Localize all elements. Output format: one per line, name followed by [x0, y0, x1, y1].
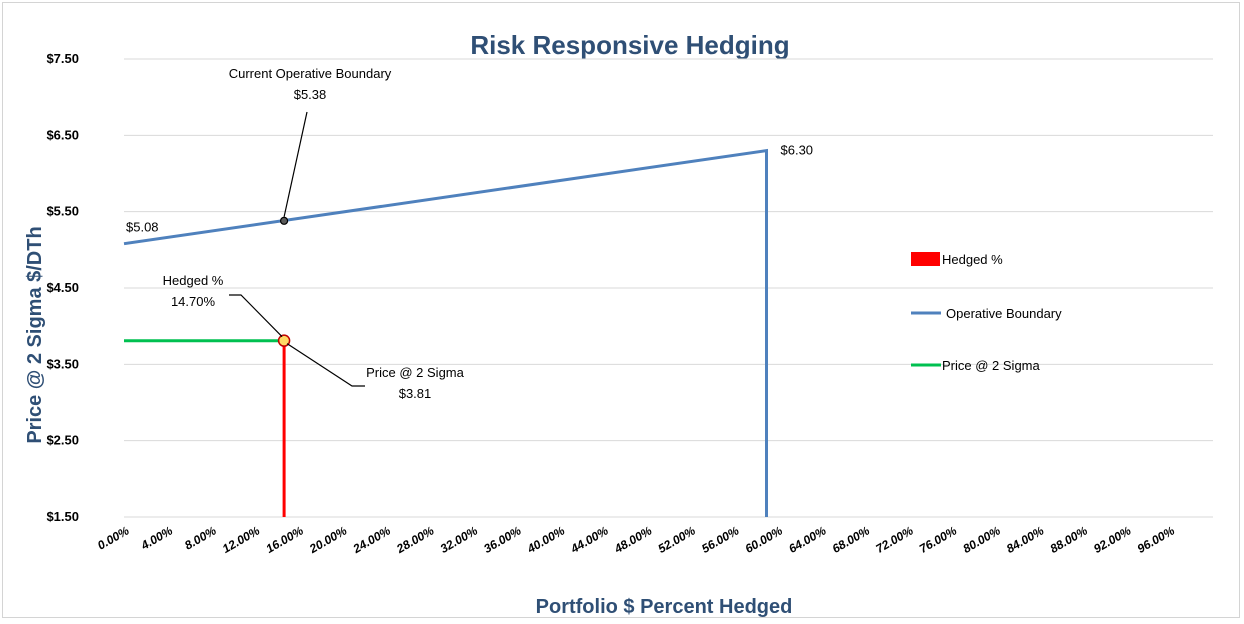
boundary-marker	[279, 216, 289, 225]
chart-title: Risk Responsive Hedging	[470, 30, 789, 60]
legend-label-operative-boundary: Operative Boundary	[946, 306, 1062, 321]
annotations: Current Operative Boundary $5.38 Hedged % 1…	[126, 66, 813, 401]
x-tick-label: 76.00%	[917, 523, 960, 556]
x-tick-label: 16.00%	[263, 523, 306, 556]
annotation-label: $5.38	[294, 87, 327, 102]
x-tick-label: 0.00%	[95, 523, 132, 552]
x-axis-title: Portfolio $ Percent Hedged	[536, 596, 793, 618]
legend-label-price-2-sigma: Price @ 2 Sigma	[942, 358, 1040, 373]
x-tick-label: 24.00%	[350, 523, 393, 556]
series-line-operative-boundary	[123, 148, 768, 517]
x-tick-label: 20.00%	[306, 523, 349, 556]
x-tick-label: 88.00%	[1048, 523, 1091, 556]
series-lines	[123, 148, 768, 517]
x-tick-label: 8.00%	[182, 523, 219, 552]
leader-line-boundary	[283, 111, 308, 217]
x-tick-label: 72.00%	[873, 523, 916, 556]
y-tick-label: $7.50	[46, 51, 79, 66]
x-tick-label: 40.00%	[524, 523, 567, 556]
annotation-label: $3.81	[399, 386, 432, 401]
x-tick-label: 52.00%	[656, 523, 699, 556]
y-tick-label: $4.50	[46, 280, 79, 295]
data-label: $5.08	[126, 220, 159, 235]
legend-label-hedged: Hedged %	[942, 252, 1003, 267]
x-tick-label: 28.00%	[393, 523, 436, 556]
x-tick-label: 44.00%	[568, 523, 611, 556]
legend: Hedged % Operative Boundary Price @ 2 Sigm…	[911, 252, 1062, 373]
x-tick-label: 84.00%	[1004, 523, 1047, 556]
x-tick-label: 4.00%	[138, 523, 176, 553]
x-tick-label: 48.00%	[611, 523, 654, 556]
y-tick-label: $3.50	[46, 356, 79, 371]
x-tick-label: 36.00%	[481, 523, 524, 556]
y-tick-label: $6.50	[46, 127, 79, 142]
risk-hedging-chart: Risk Responsive Hedging Price @ 2 Sigma …	[24, 30, 1213, 618]
y-tick-label: $2.50	[46, 433, 79, 448]
x-tick-label: 32.00%	[438, 523, 481, 556]
y-tick-label: $5.50	[46, 204, 79, 219]
annotation-label: 14.70%	[171, 294, 216, 309]
x-tick-label: 60.00%	[743, 523, 786, 556]
x-tick-label: 12.00%	[220, 523, 263, 556]
legend-swatch-hedged	[911, 252, 940, 266]
annotation-label: Hedged %	[163, 273, 224, 288]
x-tick-label: 96.00%	[1135, 523, 1178, 556]
x-tick-label: 80.00%	[960, 523, 1003, 556]
hedged-point-marker	[277, 334, 291, 347]
leader-line-hedged	[229, 294, 283, 338]
y-axis-title: Price @ 2 Sigma $/DTh	[24, 226, 46, 443]
y-tick-labels: $1.50 $2.50 $3.50 $4.50 $5.50 $6.50 $7.50	[46, 51, 79, 524]
x-tick-label: 56.00%	[699, 523, 742, 556]
x-tick-label: 92.00%	[1091, 523, 1134, 556]
annotation-label: Current Operative Boundary	[229, 66, 392, 81]
x-tick-label: 68.00%	[830, 523, 873, 556]
x-tick-label: 64.00%	[786, 523, 829, 556]
x-tick-labels: 0.00% 4.00% 8.00% 12.00% 16.00% 20.00% 24.00% 2…	[95, 523, 1177, 556]
y-tick-label: $1.50	[46, 509, 79, 524]
leader-line-price	[286, 343, 365, 387]
gridlines	[124, 58, 1213, 518]
annotation-label: Price @ 2 Sigma	[366, 365, 464, 380]
data-label: $6.30	[781, 143, 814, 158]
